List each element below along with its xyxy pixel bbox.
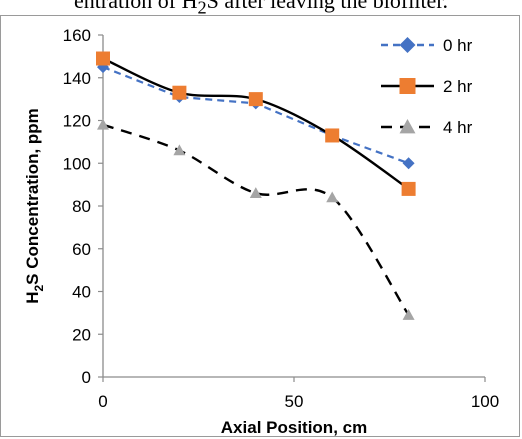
caption-text-before: entration of H	[74, 0, 198, 13]
series-line	[102, 57, 410, 190]
legend-marker	[399, 78, 416, 94]
data-point	[402, 309, 415, 320]
series-2-hr	[96, 51, 416, 196]
y-tick-label: 140	[63, 69, 91, 88]
y-tick-label: 160	[63, 26, 91, 45]
series-layer	[96, 51, 416, 320]
y-axis-title-prefix: H	[23, 292, 42, 304]
series-4-hr	[97, 118, 415, 320]
legend: 0 hr 2 hr 4 hr	[381, 36, 473, 137]
y-axis-title-subscript: 2	[32, 285, 46, 292]
y-axis-title: H2S Concentration, ppm	[23, 108, 46, 304]
y-tick-label: 120	[63, 112, 91, 131]
data-point	[97, 118, 109, 130]
data-point	[172, 85, 187, 100]
x-tick-label: 100	[471, 392, 499, 411]
series-0-hr	[97, 61, 415, 170]
data-point	[402, 157, 415, 170]
legend-item: 2 hr	[381, 77, 473, 96]
y-tick-label: 40	[72, 283, 91, 302]
y-tick-label: 20	[72, 325, 91, 344]
caption-subscript: 2	[197, 0, 207, 18]
axes: 0 20 40 60 80 100 120 140 160 0 50 100	[63, 26, 500, 411]
x-tick-label: 0	[98, 392, 107, 411]
data-point	[96, 51, 110, 66]
legend-label: 0 hr	[443, 36, 473, 55]
y-tick-label: 60	[72, 240, 91, 259]
y-tick-label: 100	[63, 154, 91, 173]
x-axis-title: Axial Position, cm	[221, 418, 367, 437]
x-tick-label: 50	[285, 392, 304, 411]
legend-label: 2 hr	[443, 77, 473, 96]
legend-label: 4 hr	[443, 118, 473, 137]
data-point	[326, 191, 339, 203]
legend-item: 4 hr	[381, 118, 473, 137]
legend-marker	[399, 37, 416, 53]
data-point	[173, 144, 186, 156]
legend-item: 0 hr	[381, 36, 473, 55]
y-tick-label: 80	[72, 197, 91, 216]
series-line	[102, 123, 410, 316]
data-point	[248, 92, 263, 107]
data-point	[325, 128, 340, 143]
chart-frame	[0, 15, 520, 437]
figure-caption: entration of H2S after leaving the biofi…	[0, 0, 522, 18]
caption-text-after: S after leaving the biofilter.	[206, 0, 448, 13]
y-tick-label: 0	[82, 368, 91, 387]
data-point	[401, 181, 416, 196]
y-axis-title-suffix: S Concentration, ppm	[23, 108, 42, 285]
data-point	[249, 187, 262, 198]
legend-marker	[399, 119, 416, 134]
